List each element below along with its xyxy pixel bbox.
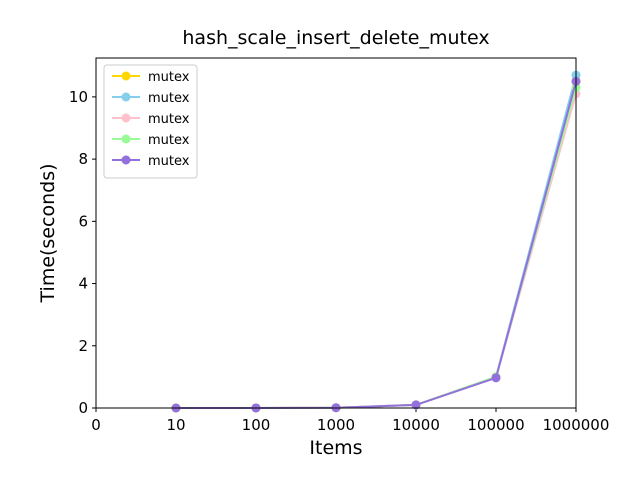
x-tick-label: 100000 xyxy=(467,416,524,434)
x-tick-label: 0 xyxy=(91,416,101,434)
legend-entry: mutex xyxy=(112,112,190,127)
plot-area-frame xyxy=(95,57,577,409)
legend-swatch-marker xyxy=(121,134,131,144)
legend-swatch-marker xyxy=(121,92,131,102)
x-tick-label: 1000 xyxy=(317,416,355,434)
y-axis-label: Time(seconds) xyxy=(37,164,59,304)
legend-entry: mutex xyxy=(112,70,190,85)
legend-entry: mutex xyxy=(112,91,190,106)
x-tick-label: 100 xyxy=(242,416,271,434)
x-axis-label: Items xyxy=(309,437,362,459)
y-tick-label: 8 xyxy=(78,150,88,168)
legend-swatch-marker xyxy=(121,113,131,123)
y-tick-label: 0 xyxy=(78,399,88,417)
legend-entry: mutex xyxy=(112,133,190,148)
y-tick-label: 2 xyxy=(78,337,88,355)
x-tick-label: 10000 xyxy=(392,416,440,434)
x-tick-label: 10 xyxy=(166,416,185,434)
y-tick-label: 6 xyxy=(78,212,88,230)
legend-label: mutex xyxy=(148,112,190,127)
y-tick-label: 4 xyxy=(78,275,88,293)
legend-label: mutex xyxy=(148,154,190,169)
legend-label: mutex xyxy=(148,70,190,85)
legend: mutex mutex mutex mutex mutex xyxy=(103,64,198,179)
y-tick-label: 10 xyxy=(69,88,88,106)
legend-label: mutex xyxy=(148,133,190,148)
axis-ticks: 0 10 100 1000 10000 100000 1000000 0 2 4 6 8 10 xyxy=(69,88,610,434)
legend-label: mutex xyxy=(148,91,190,106)
data-point xyxy=(411,400,421,410)
legend-swatch-marker xyxy=(121,155,131,165)
x-tick-label: 1000000 xyxy=(543,416,610,434)
chart-title: hash_scale_insert_delete_mutex xyxy=(182,27,489,49)
legend-swatch-marker xyxy=(121,71,131,81)
data-point xyxy=(491,373,501,383)
legend-entry: mutex xyxy=(112,154,190,169)
